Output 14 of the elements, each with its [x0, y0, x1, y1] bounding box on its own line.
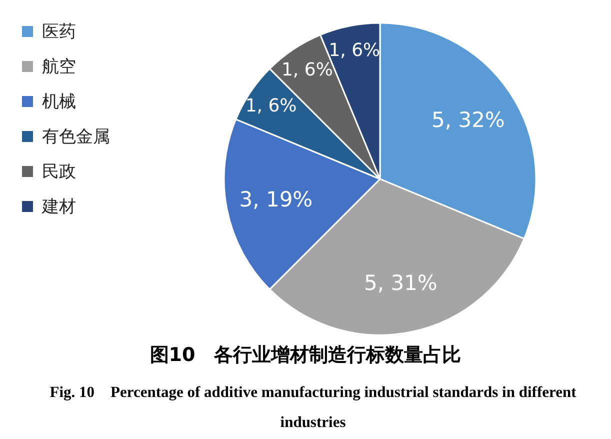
text: 图10 各行业增材制造行标数量占比 [148, 343, 462, 368]
text: Fig. 10 Percentage of additive manufacturing industrial standards in different industries [48, 383, 578, 433]
legend-label: 航空 [42, 56, 76, 78]
data-label: 1, 6% [281, 60, 333, 81]
data-label: 1, 6% [245, 96, 297, 117]
data-label: 3, 19% [239, 188, 313, 212]
legend-label: 建材 [42, 196, 76, 218]
data-label: 1, 6% [328, 40, 380, 61]
data-label: 5, 32% [432, 108, 505, 132]
data-label: 5, 31% [364, 271, 438, 296]
legend-label: 医药 [42, 21, 76, 43]
legend-label: 有色金属 [42, 126, 110, 148]
legend-label: 机械 [42, 91, 76, 113]
legend-label: 民政 [42, 161, 76, 183]
